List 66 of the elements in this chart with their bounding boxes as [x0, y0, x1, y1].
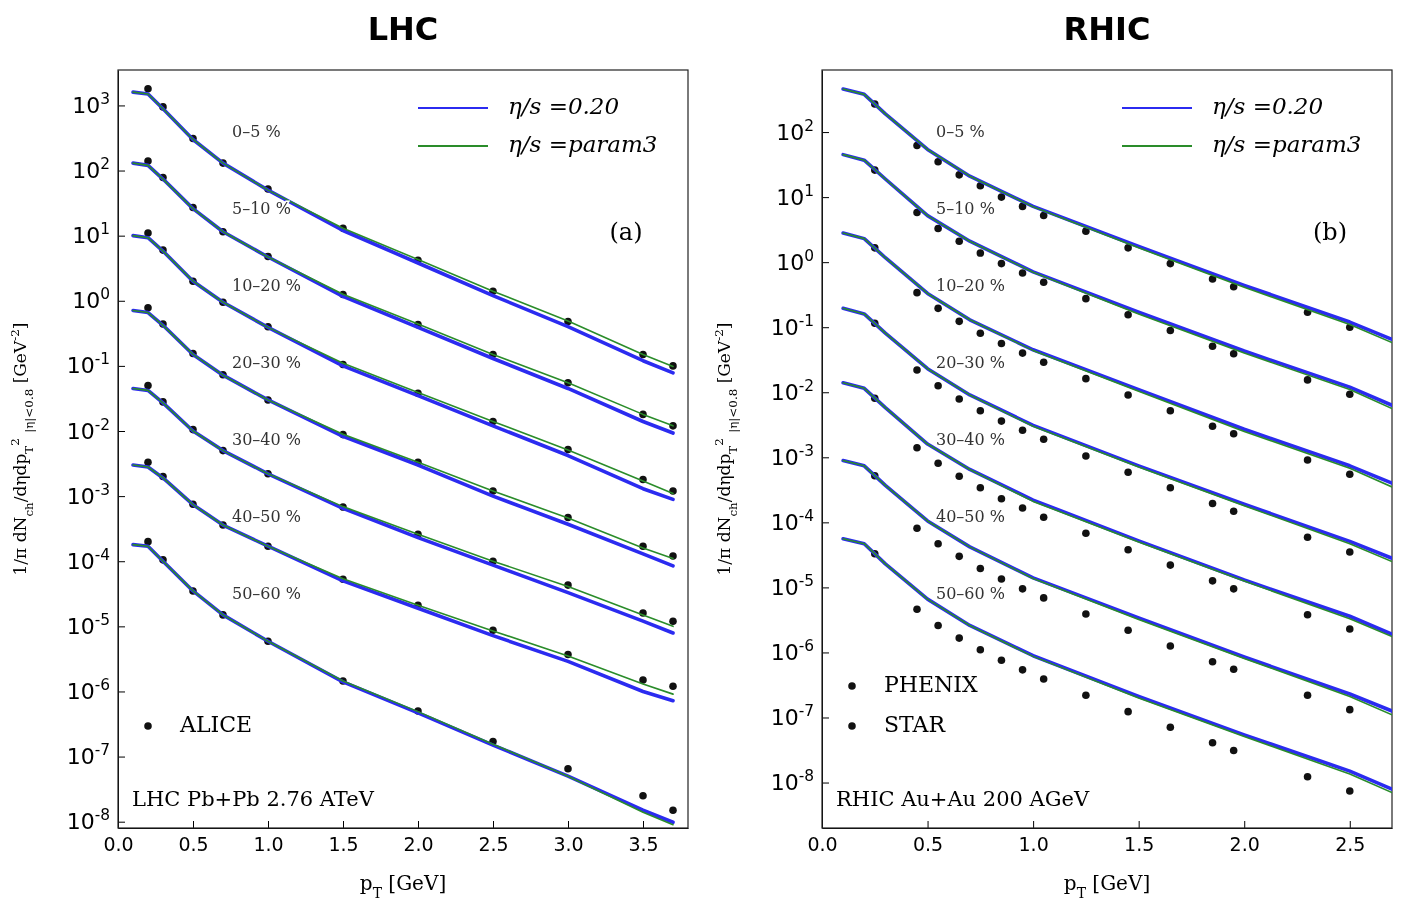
- y-tick-label: 10$^{-7}$: [770, 702, 814, 731]
- y-tick-label: 10$^{-3}$: [66, 480, 110, 509]
- annotation: LHC Pb+Pb 2.76 ATeV: [132, 787, 375, 811]
- x-axis-title: p$_{T}$ [GeV]: [1063, 871, 1151, 900]
- legend-label: STAR: [884, 712, 947, 737]
- x-tick-label: 1.0: [253, 833, 284, 856]
- y-tick-label: 10$^{-5}$: [770, 571, 814, 600]
- x-tick-label: 0.0: [103, 833, 134, 856]
- annotation: 20–30 %: [936, 352, 1006, 372]
- y-tick-label: 10$^{-2}$: [66, 415, 110, 444]
- x-tick-label: 2.5: [1335, 833, 1366, 856]
- x-tick-label: 1.5: [1124, 833, 1155, 856]
- chart-title: LHC: [367, 10, 439, 48]
- annotation: 40–50 %: [936, 506, 1006, 526]
- y-tick-label: 10$^{1}$: [72, 220, 110, 249]
- y-tick-label: 10$^{-4}$: [66, 545, 110, 574]
- x-tick-label: 0.0: [807, 833, 838, 856]
- x-tick-label: 0.5: [178, 833, 209, 856]
- y-tick-label: 10$^{2}$: [72, 155, 110, 184]
- annotation: (b): [1312, 218, 1348, 246]
- y-tick-label: 10$^{1}$: [776, 181, 814, 210]
- legend-label: ALICE: [179, 712, 253, 737]
- y-tick-label: 10$^{-8}$: [66, 806, 110, 835]
- annotation: (a): [609, 218, 643, 246]
- annotation: RHIC Au+Au 200 AGeV: [836, 787, 1090, 811]
- y-tick-label: 10$^{-3}$: [770, 441, 814, 470]
- annotation: 50–60 %: [232, 583, 302, 603]
- annotation: 30–40 %: [232, 429, 302, 449]
- legend-label: η/s =0.20: [1212, 93, 1324, 119]
- y-tick-label: 10$^{-2}$: [770, 376, 814, 405]
- y-tick-label: 10$^{-5}$: [66, 610, 110, 639]
- legend-label: η/s =param3: [508, 131, 658, 157]
- y-tick-label: 10$^{-6}$: [66, 676, 110, 704]
- x-tick-label: 2.0: [403, 833, 434, 856]
- y-tick-label: 10$^{-1}$: [66, 350, 110, 379]
- annotation: 5–10 %: [232, 198, 291, 218]
- y-tick-label: 10$^{0}$: [72, 285, 110, 314]
- y-tick-label: 10$^{0}$: [776, 246, 814, 275]
- x-tick-label: 3.5: [628, 833, 659, 856]
- annotation: 5–10 %: [936, 198, 995, 218]
- y-tick-label: 10$^{-6}$: [770, 636, 814, 665]
- legend-label: PHENIX: [884, 672, 978, 697]
- x-tick-label: 1.5: [328, 833, 359, 856]
- annotation: 50–60 %: [936, 583, 1006, 603]
- x-tick-label: 1.0: [1018, 833, 1049, 856]
- annotation: 0–5 %: [936, 121, 985, 141]
- x-tick-label: 2.0: [1229, 833, 1260, 856]
- y-tick-label: 10$^{2}$: [776, 116, 814, 145]
- legend-label: η/s =0.20: [508, 93, 620, 119]
- annotation: 10–20 %: [936, 275, 1006, 295]
- y-tick-label: 10$^{-8}$: [770, 767, 814, 796]
- legend-label: η/s =param3: [1212, 131, 1362, 157]
- annotation: 10–20 %: [232, 275, 302, 295]
- annotation: 40–50 %: [232, 506, 302, 526]
- y-tick-label: 10$^{-7}$: [66, 741, 110, 770]
- y-tick-label: 10$^{-1}$: [770, 311, 814, 340]
- x-axis-title: p$_{T}$ [GeV]: [359, 871, 447, 900]
- x-tick-label: 3.0: [553, 833, 584, 856]
- x-tick-label: 0.5: [912, 833, 944, 856]
- y-tick-label: 10$^{-4}$: [770, 506, 814, 535]
- chart-title: RHIC: [1063, 10, 1151, 48]
- x-tick-label: 2.5: [478, 833, 509, 856]
- annotation: 20–30 %: [232, 352, 302, 372]
- annotation: 30–40 %: [936, 429, 1006, 449]
- y-tick-label: 10$^{3}$: [72, 89, 110, 118]
- annotation: 0–5 %: [232, 121, 281, 141]
